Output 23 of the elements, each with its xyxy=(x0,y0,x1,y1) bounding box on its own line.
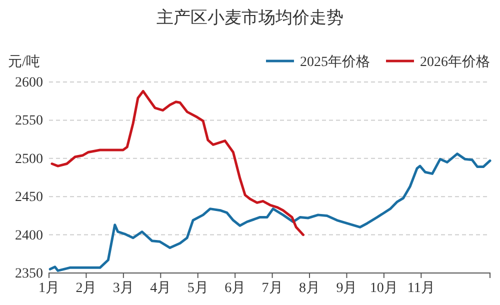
y-tick-label: 2500 xyxy=(15,152,43,167)
line-series xyxy=(50,90,304,236)
x-tick-label: 11月 xyxy=(407,280,435,296)
x-tick-label: 9月 xyxy=(336,280,358,296)
x-tick-label: 3月 xyxy=(112,280,134,296)
y-axis-title: 元/吨 xyxy=(8,54,40,70)
y-tick-label: 2350 xyxy=(15,266,43,282)
y-tick-label: 2550 xyxy=(15,114,43,129)
chart-title: 主产区小麦市场均价走势 xyxy=(156,8,344,28)
y-tick-label: 2600 xyxy=(15,75,43,90)
x-tick-label: 2月 xyxy=(76,280,97,296)
y-tick-label: 2400 xyxy=(15,228,43,244)
x-tick-label: 5月 xyxy=(187,280,208,296)
x-tick-label: 10月 xyxy=(370,280,398,296)
line-series xyxy=(48,152,492,272)
legend-label: 2026年价格 xyxy=(420,54,490,70)
x-tick-label: 4月 xyxy=(150,280,172,296)
legend-label: 2025年价格 xyxy=(300,54,370,70)
x-tick-label: 1月 xyxy=(38,280,60,296)
x-tick-label: 8月 xyxy=(299,280,320,296)
x-tick-label: 6月 xyxy=(224,280,246,296)
x-tick-label: 7月 xyxy=(262,280,283,296)
y-tick-label: 2450 xyxy=(15,190,43,206)
